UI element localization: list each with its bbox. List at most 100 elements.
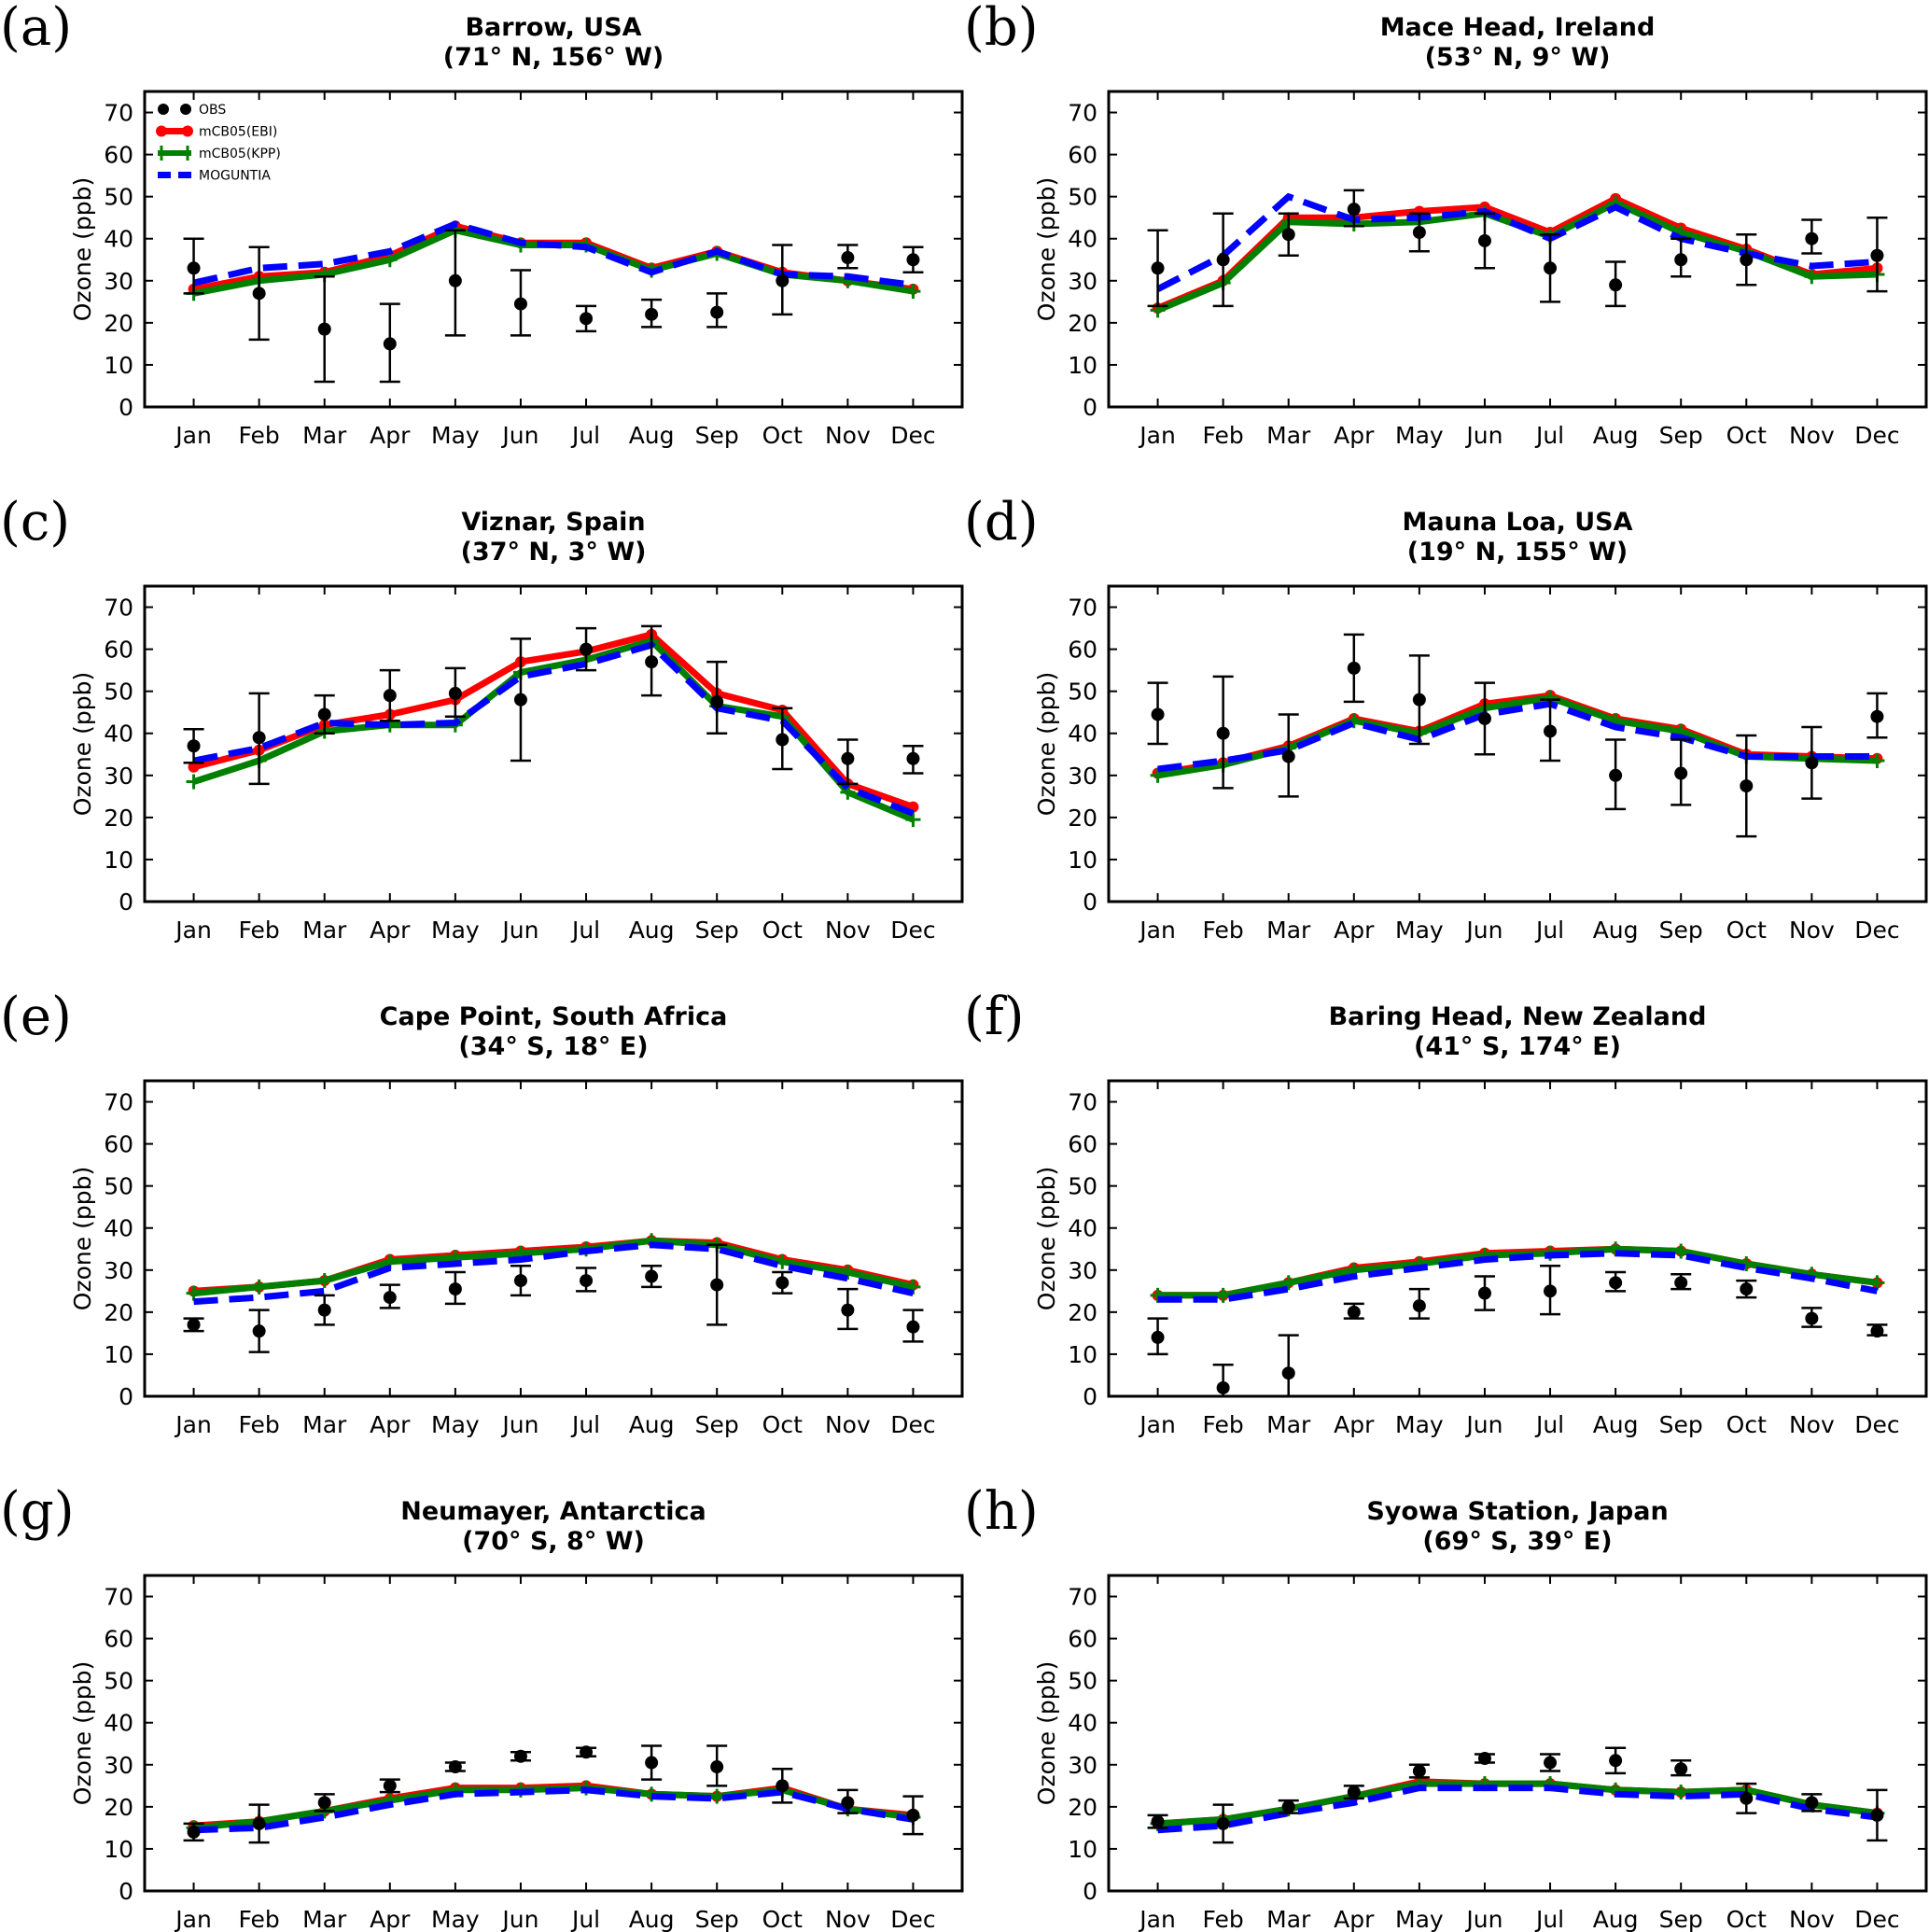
obs-point bbox=[1151, 261, 1165, 275]
x-tick-label: Feb bbox=[239, 917, 280, 944]
series-line bbox=[1157, 1785, 1878, 1834]
obs-point bbox=[252, 1816, 266, 1830]
x-tick-label: May bbox=[431, 1906, 480, 1932]
panel-letter: (c) bbox=[0, 492, 70, 553]
x-tick-label: Oct bbox=[762, 422, 803, 449]
panel-letter: (b) bbox=[964, 0, 1039, 58]
legend-label: MOGUNTIA bbox=[199, 169, 271, 184]
obs-point bbox=[710, 1278, 724, 1292]
obs-point bbox=[1805, 1796, 1819, 1810]
x-tick-label: May bbox=[1395, 1906, 1444, 1932]
y-tick-label: 50 bbox=[104, 1668, 133, 1695]
obs-point bbox=[187, 1318, 201, 1332]
x-tick-label: Feb bbox=[1203, 1906, 1244, 1932]
plot-area bbox=[183, 624, 924, 828]
obs-point bbox=[1216, 726, 1230, 740]
series-mcb05-ebi bbox=[188, 220, 919, 295]
axes-frame bbox=[143, 584, 964, 903]
obs-point bbox=[448, 1282, 462, 1296]
series-obs bbox=[183, 624, 924, 786]
panel-subtitle: (53° N, 9° W) bbox=[1425, 43, 1611, 72]
x-tick-label: Jun bbox=[500, 422, 538, 449]
y-tick-label: 40 bbox=[104, 721, 133, 748]
y-tick-label: 20 bbox=[104, 310, 133, 337]
plot-area bbox=[183, 1744, 924, 1844]
plot-area bbox=[1147, 1241, 1888, 1396]
panel-title: Neumayer, Antarctica bbox=[400, 1497, 706, 1526]
obs-point bbox=[448, 273, 462, 287]
x-tick-label: Oct bbox=[762, 1411, 803, 1438]
series-obs bbox=[183, 229, 924, 384]
y-tick-label: 30 bbox=[104, 763, 133, 790]
x-tick-label: Dec bbox=[1854, 917, 1899, 944]
obs-point bbox=[1281, 1366, 1295, 1380]
x-tick-label: Jan bbox=[1138, 422, 1176, 449]
obs-point bbox=[1870, 1808, 1884, 1822]
legend-marker bbox=[158, 104, 169, 115]
y-tick-label: 10 bbox=[104, 1836, 133, 1863]
obs-point bbox=[645, 655, 659, 669]
obs-point bbox=[1216, 1816, 1230, 1830]
obs-point bbox=[1674, 1762, 1688, 1776]
x-tick-label: May bbox=[431, 1411, 480, 1438]
y-axis-label: Ozone (ppb) bbox=[1033, 177, 1060, 321]
obs-point bbox=[1216, 253, 1230, 267]
obs-point bbox=[580, 1274, 594, 1288]
legend-item: OBS bbox=[158, 103, 226, 118]
series-moguntia bbox=[1155, 192, 1878, 292]
obs-point bbox=[1544, 1756, 1558, 1770]
obs-point bbox=[513, 297, 527, 311]
obs-point bbox=[580, 312, 594, 326]
y-tick-label: 10 bbox=[1068, 352, 1097, 379]
obs-point bbox=[1477, 1752, 1491, 1766]
panel-e: (e) Cape Point, South Africa(34° S, 18° E… bbox=[0, 987, 964, 1438]
y-tick-label: 60 bbox=[104, 1131, 133, 1158]
obs-point bbox=[1347, 1785, 1361, 1799]
x-tick-label: May bbox=[431, 422, 480, 449]
x-tick-label: Jul bbox=[1534, 422, 1564, 449]
x-tick-label: Feb bbox=[239, 1411, 280, 1438]
x-tick-label: Mar bbox=[302, 1411, 347, 1438]
x-tick-label: Jul bbox=[1534, 917, 1564, 944]
panel-subtitle: (41° S, 174° E) bbox=[1414, 1032, 1621, 1061]
series-moguntia bbox=[1157, 700, 1878, 773]
x-tick-label: Dec bbox=[890, 1906, 935, 1932]
y-tick-label: 10 bbox=[104, 352, 133, 379]
panel-f: (f) Baring Head, New Zealand(41° S, 174° … bbox=[964, 987, 1928, 1438]
series-line bbox=[193, 1241, 915, 1306]
panel-title: Cape Point, South Africa bbox=[380, 1002, 728, 1031]
obs-point bbox=[1477, 1286, 1491, 1300]
panel-h: (h) Syowa Station, Japan(69° S, 39° E) 0 10… bbox=[964, 1481, 1928, 1932]
y-tick-label: 30 bbox=[104, 268, 133, 295]
x-tick-label: Dec bbox=[1854, 1906, 1899, 1932]
legend-marker bbox=[182, 125, 193, 137]
obs-point bbox=[448, 1760, 462, 1774]
obs-point bbox=[1412, 693, 1426, 707]
panel-title: Viznar, Spain bbox=[461, 508, 645, 537]
y-tick-label: 20 bbox=[1068, 1299, 1097, 1326]
y-tick-label: 40 bbox=[104, 1215, 133, 1242]
obs-point bbox=[448, 686, 462, 700]
series-line bbox=[192, 220, 914, 288]
legend-item: mCB05(KPP) bbox=[158, 146, 281, 161]
panel-subtitle: (71° N, 156° W) bbox=[443, 43, 664, 72]
y-tick-label: 60 bbox=[104, 142, 133, 169]
series-line bbox=[1157, 1780, 1878, 1827]
plot-area bbox=[183, 1233, 924, 1353]
panel-title: Mauna Loa, USA bbox=[1402, 508, 1632, 537]
obs-point bbox=[1674, 1276, 1688, 1290]
obs-point bbox=[1740, 779, 1754, 793]
panel-title: Mace Head, Ireland bbox=[1380, 13, 1656, 42]
x-tick-label: Feb bbox=[1203, 917, 1244, 944]
plot-area bbox=[1147, 1746, 1888, 1844]
panel-letter: (d) bbox=[964, 492, 1039, 553]
obs-point bbox=[710, 694, 724, 708]
obs-point bbox=[906, 1808, 920, 1822]
y-tick-label: 40 bbox=[104, 1710, 133, 1737]
legend-item: MOGUNTIA bbox=[158, 169, 271, 184]
x-tick-label: Nov bbox=[825, 1906, 871, 1932]
y-tick-label: 70 bbox=[1068, 1584, 1097, 1611]
obs-point bbox=[906, 1320, 920, 1334]
x-tick-label: Sep bbox=[1659, 422, 1703, 449]
obs-point bbox=[1216, 1380, 1230, 1394]
